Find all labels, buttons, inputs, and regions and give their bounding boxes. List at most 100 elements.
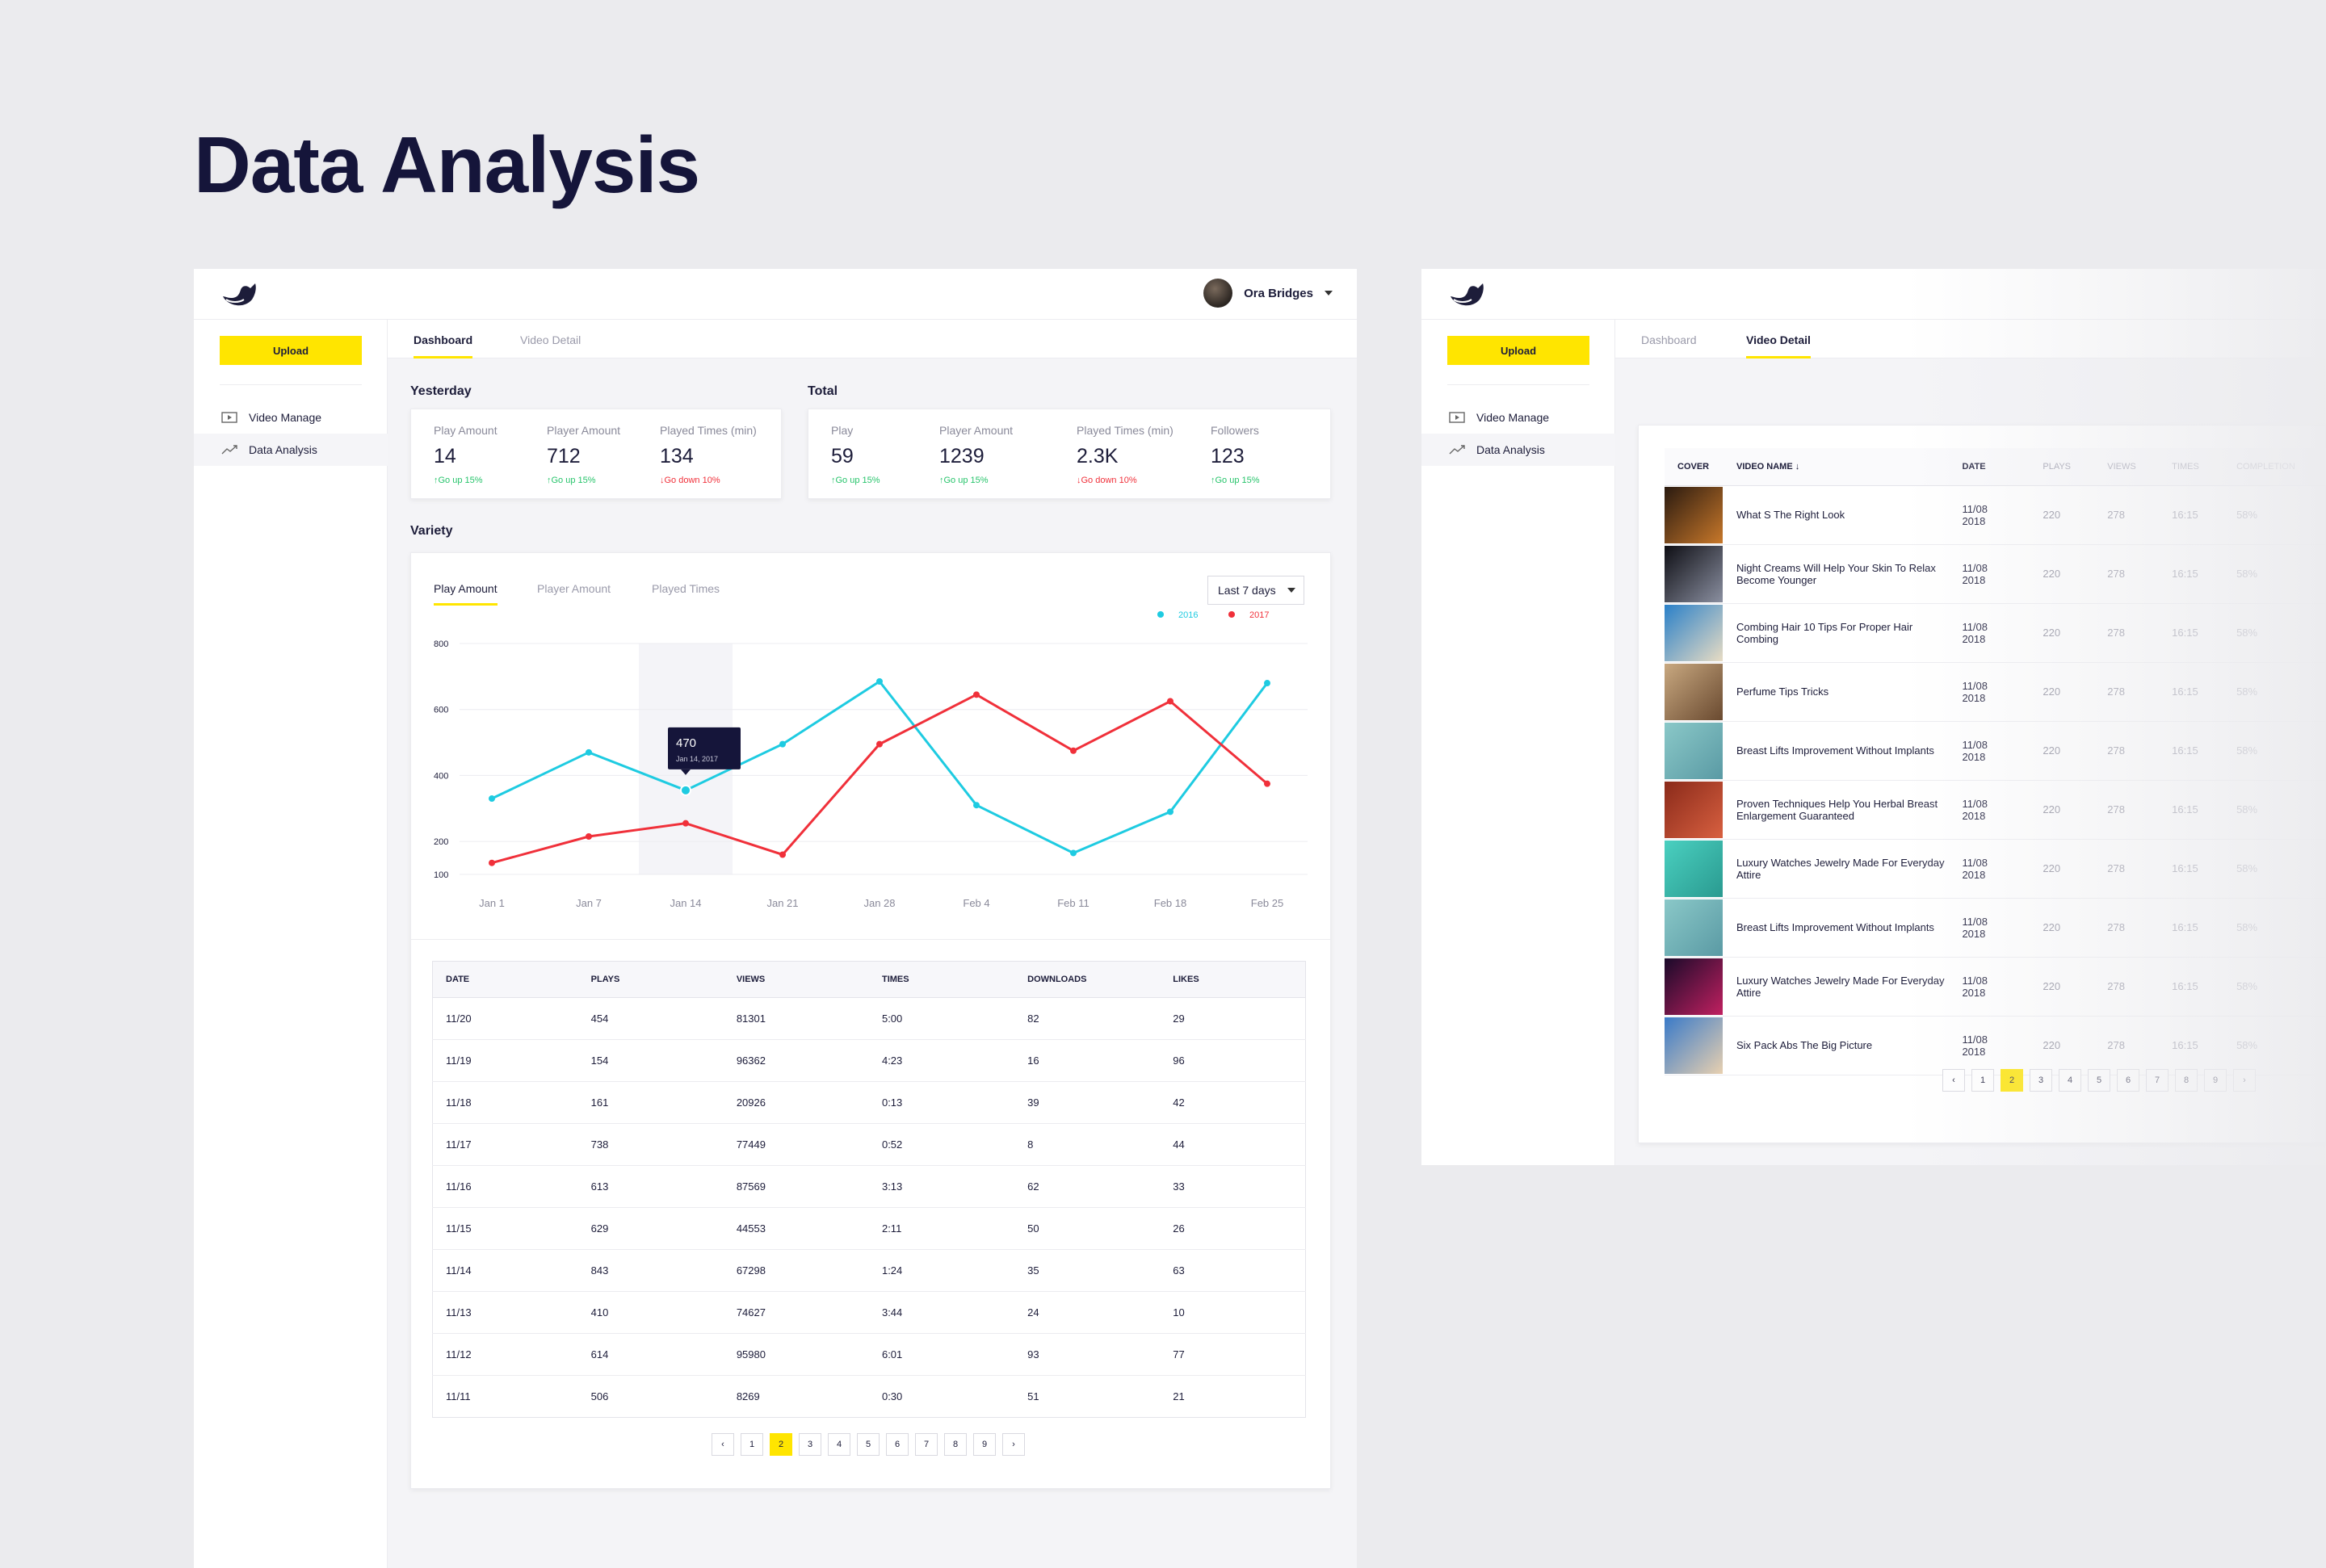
data-point[interactable] [1264,780,1270,787]
column-header[interactable]: PLAYS [577,961,724,998]
chart-tab-play-amount[interactable]: Play Amount [434,582,498,606]
data-point[interactable] [680,784,691,796]
table-row[interactable]: Perfume Tips Tricks 11/08 2018 220 278 16:15… [1665,662,2326,722]
video-thumbnail[interactable] [1665,958,1723,1015]
video-thumbnail[interactable] [1665,840,1723,897]
sidebar-item-data-analysis[interactable]: Data Analysis [1421,434,1615,466]
data-point[interactable] [1167,808,1173,815]
page-button[interactable]: 1 [1971,1069,1994,1092]
prev-page-button[interactable]: ‹ [712,1433,734,1456]
page-button[interactable]: 7 [915,1433,938,1456]
data-point[interactable] [1167,698,1173,705]
data-point[interactable] [779,740,786,748]
bird-logo-icon[interactable] [220,279,258,311]
video-thumbnail[interactable] [1665,486,1723,543]
video-thumbnail[interactable] [1665,899,1723,956]
data-point[interactable] [586,833,592,841]
video-name: What S The Right Look [1724,485,1950,545]
video-plays: 220 [2030,1016,2095,1075]
page-button[interactable]: 9 [973,1433,996,1456]
data-point[interactable] [779,851,786,858]
data-point[interactable] [489,859,495,866]
data-point[interactable] [1070,849,1077,857]
video-thumbnail[interactable] [1665,781,1723,838]
column-header[interactable]: LIKES [1160,961,1306,998]
table-row: 11/11 506 8269 0:30 51 21 [433,1376,1306,1418]
column-header[interactable]: TIMES [2159,448,2224,486]
upload-button[interactable]: Upload [1447,336,1589,365]
stat-value: 2.3K [1077,445,1119,467]
column-header[interactable]: VIDEO NAME ↓ [1724,448,1950,486]
page-button[interactable]: 6 [886,1433,909,1456]
video-thumbnail[interactable] [1665,1017,1723,1074]
video-thumbnail[interactable] [1665,663,1723,720]
video-thumbnail[interactable] [1665,604,1723,661]
page-button[interactable]: 4 [2059,1069,2081,1092]
chart-tab-player-amount[interactable]: Player Amount [537,582,611,595]
page-button[interactable]: 9 [2204,1069,2227,1092]
table-row[interactable]: Breast Lifts Improvement Without Implant… [1665,721,2326,781]
column-header[interactable]: TIMES [868,961,1015,998]
page-button[interactable]: 6 [2117,1069,2139,1092]
chart-tab-played-times[interactable]: Played Times [652,582,720,595]
bird-logo-icon[interactable] [1447,279,1486,311]
column-header[interactable]: PLAYS [2030,448,2095,486]
column-header[interactable]: COVER [1665,448,1724,486]
prev-page-button[interactable]: ‹ [1942,1069,1965,1092]
data-point[interactable] [876,740,883,748]
page-button[interactable]: 2 [770,1433,792,1456]
table-row[interactable]: Luxury Watches Jewelry Made For Everyday… [1665,957,2326,1017]
next-page-button[interactable]: › [2233,1069,2256,1092]
column-header[interactable]: VIEWS [2094,448,2160,486]
table-row[interactable]: Proven Techniques Help You Herbal Breast… [1665,780,2326,840]
video-thumbnail[interactable] [1665,722,1723,779]
upload-button[interactable]: Upload [220,336,362,365]
user-menu[interactable]: Ora Bridges [1203,279,1333,308]
data-point[interactable] [1264,680,1270,687]
data-point[interactable] [973,802,980,809]
tab-video-detail[interactable]: Video Detail [520,333,582,346]
column-header[interactable]: COMPLETION [2223,448,2326,486]
table-row[interactable]: Breast Lifts Improvement Without Implant… [1665,898,2326,958]
table-row[interactable]: Six Pack Abs The Big Picture 11/08 2018 22… [1665,1016,2326,1075]
page-button[interactable]: 7 [2146,1069,2169,1092]
page-button[interactable]: 1 [741,1433,763,1456]
sidebar-item-video-manage[interactable]: Video Manage [1421,401,1615,434]
data-point[interactable] [489,795,495,803]
page-button[interactable]: 5 [857,1433,880,1456]
page-button[interactable]: 3 [2030,1069,2052,1092]
page-button[interactable]: 2 [2001,1069,2023,1092]
page-button[interactable]: 8 [2175,1069,2198,1092]
tab-dashboard[interactable]: Dashboard [414,320,473,358]
video-views: 278 [2094,1016,2160,1075]
table-cell: 410 [577,1291,724,1334]
table-row[interactable]: Night Creams Will Help Your Skin To Rela… [1665,544,2326,604]
sidebar-item-data-analysis[interactable]: Data Analysis [194,434,388,466]
data-point[interactable] [973,691,980,698]
data-point[interactable] [682,820,689,827]
table-cell: 2:11 [868,1207,1015,1250]
range-select[interactable]: Last 7 days [1207,576,1304,605]
video-thumbnail[interactable] [1665,545,1723,602]
sidebar-item-label: Video Manage [1476,411,1550,424]
data-point[interactable] [1070,747,1077,754]
page-button[interactable]: 4 [828,1433,850,1456]
daily-stats-table: DATE PLAYS VIEWS TIMES DOWNLOADS LIKES 11/20 4… [432,961,1306,1418]
next-page-button[interactable]: › [1002,1433,1025,1456]
table-row[interactable]: What S The Right Look 11/08 2018 220 278 16:… [1665,485,2326,545]
tab-dashboard[interactable]: Dashboard [1641,333,1697,346]
column-header[interactable]: VIEWS [723,961,869,998]
column-header[interactable]: DATE [432,961,578,998]
data-point[interactable] [586,748,592,756]
table-row[interactable]: Combing Hair 10 Tips For Proper Hair Com… [1665,603,2326,663]
video-table: COVER VIDEO NAME ↓ DATE PLAYS VIEWS TIMES COMP… [1665,448,2326,1075]
column-header[interactable]: DATE [1949,448,2030,486]
column-header[interactable]: DOWNLOADS [1014,961,1161,998]
page-button[interactable]: 8 [944,1433,967,1456]
page-button[interactable]: 5 [2088,1069,2110,1092]
tab-video-detail[interactable]: Video Detail [1746,320,1811,358]
table-row[interactable]: Luxury Watches Jewelry Made For Everyday… [1665,839,2326,899]
sidebar-item-video-manage[interactable]: Video Manage [194,401,388,434]
data-point[interactable] [876,677,883,685]
page-button[interactable]: 3 [799,1433,821,1456]
